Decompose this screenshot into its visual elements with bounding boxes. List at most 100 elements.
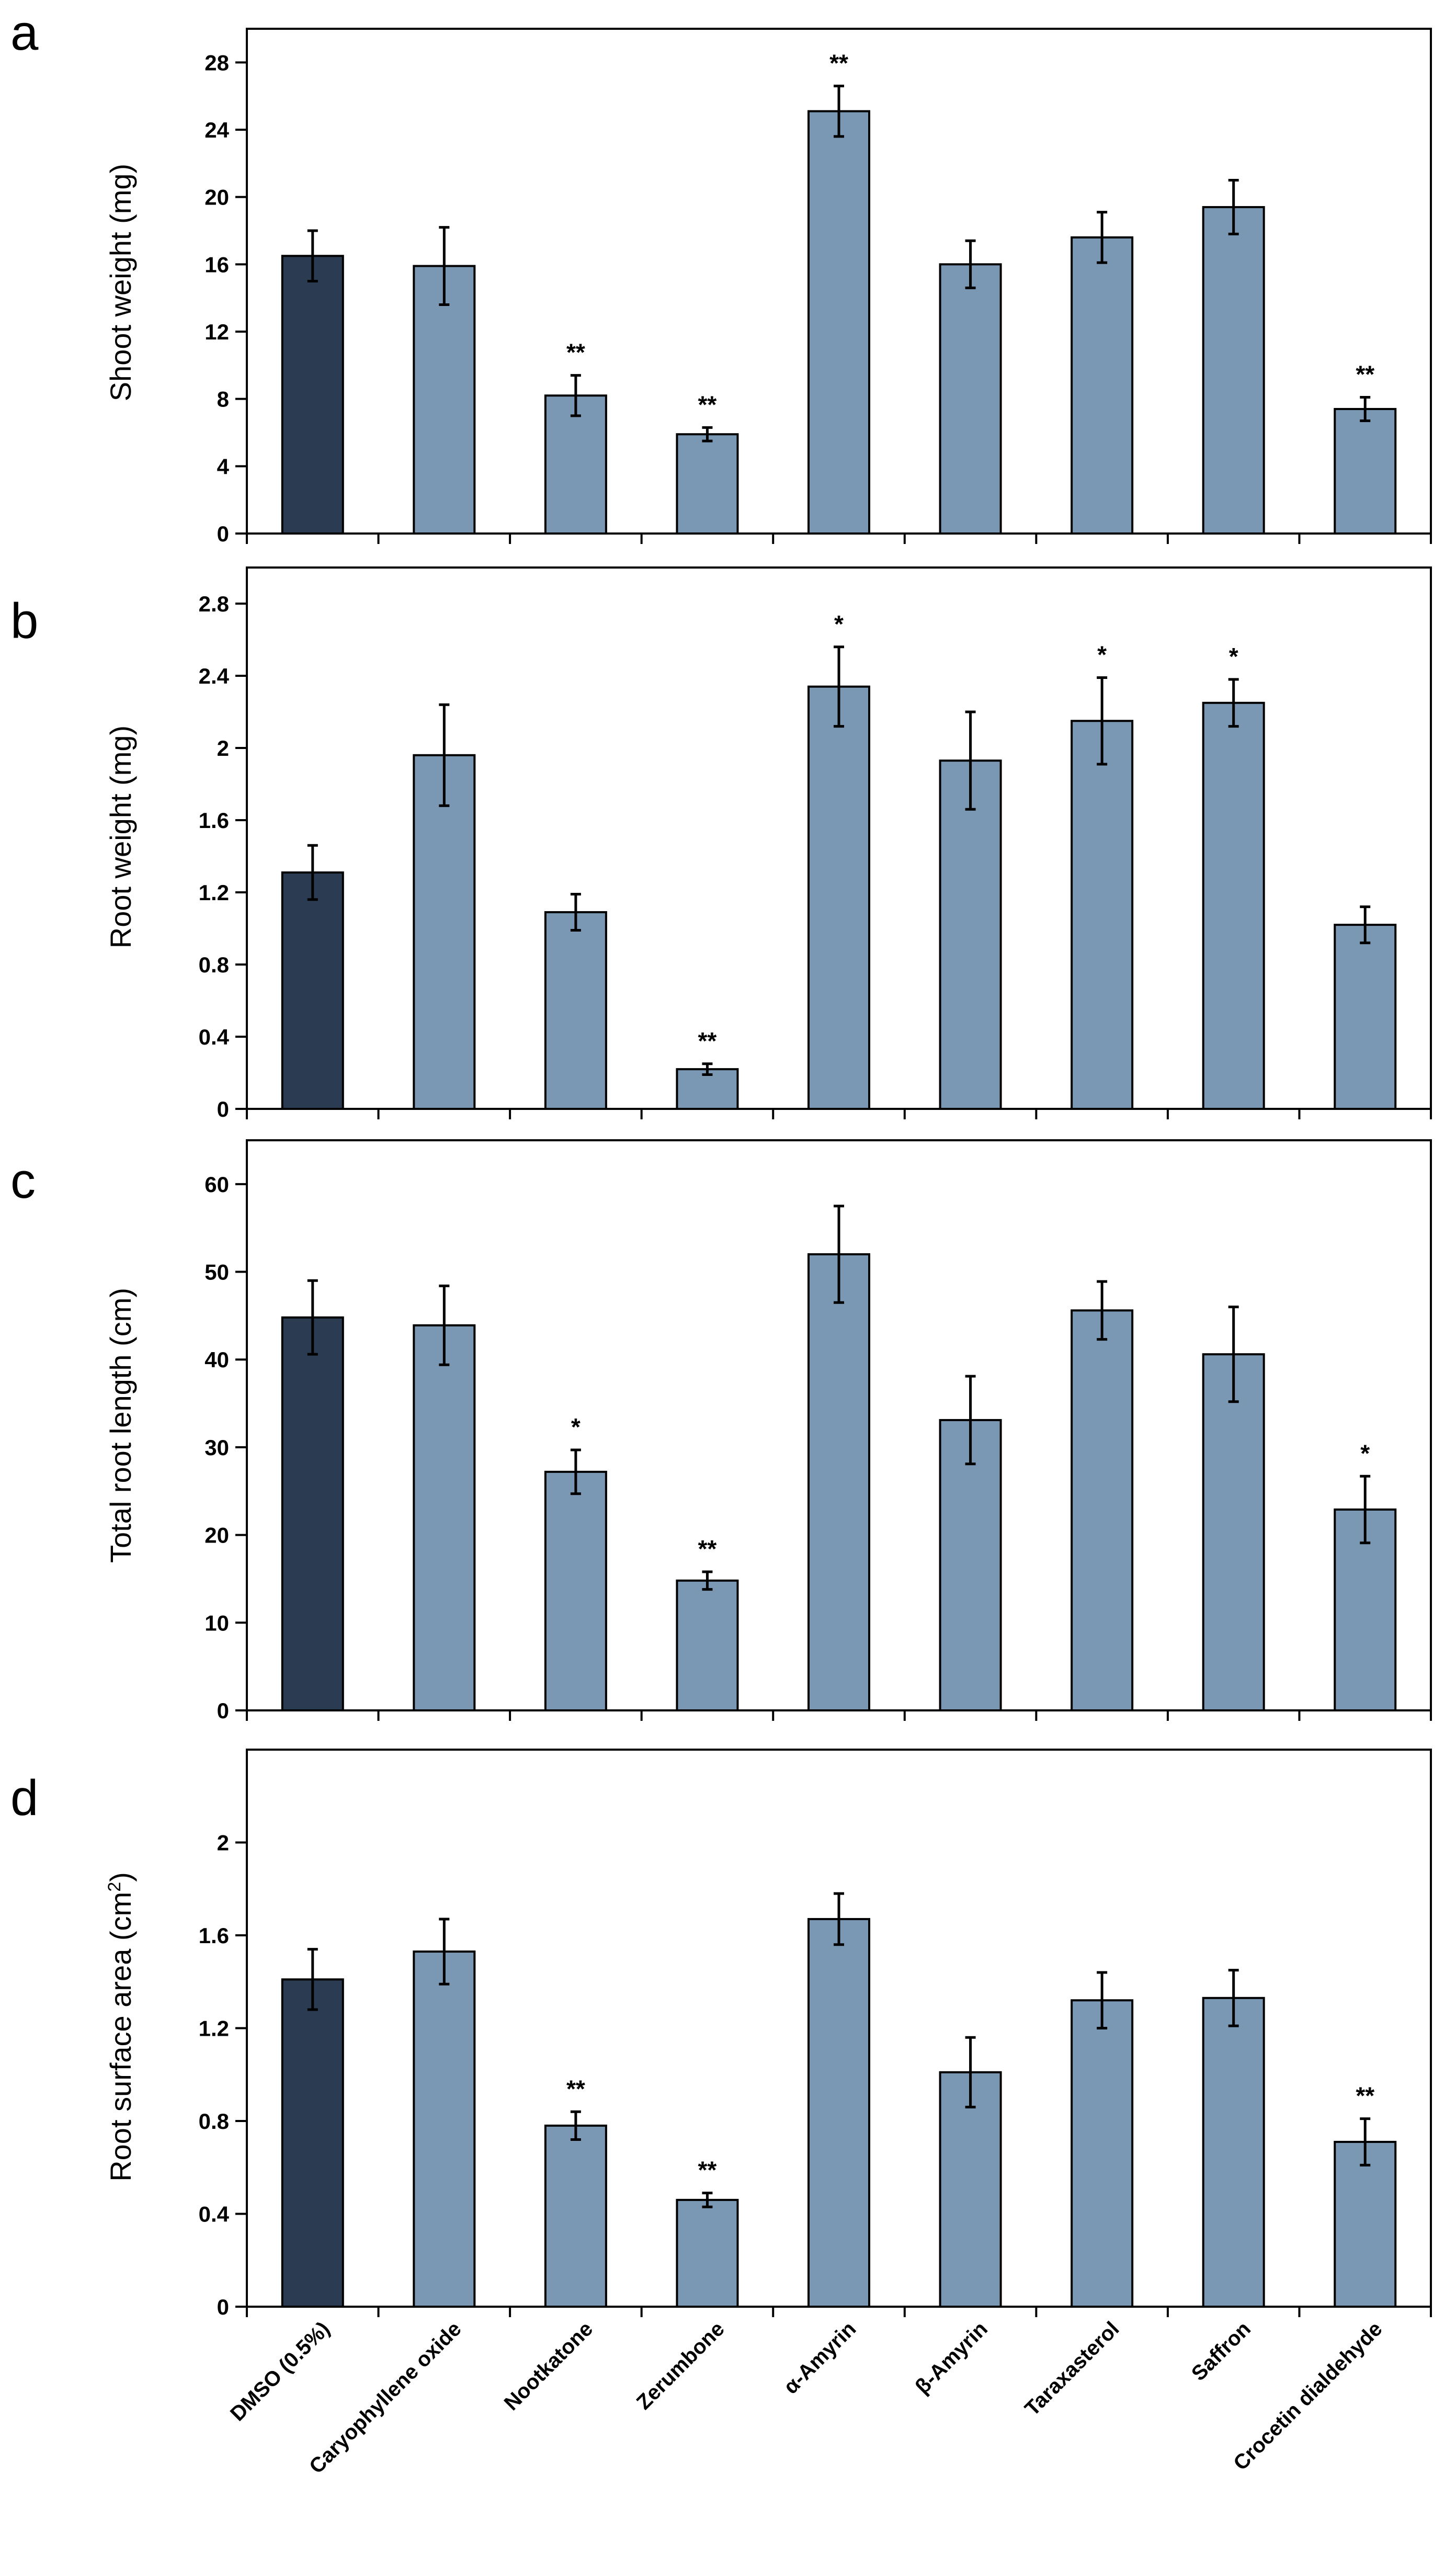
y-axis-label: Root surface area (cm2) [104,1872,137,2182]
y-tick-label: 40 [204,1347,229,1372]
error-bar-d-4 [834,1892,844,1946]
y-tick-label: 20 [204,185,229,210]
error-bar-b-7 [1228,678,1239,728]
y-tick-label: 0.8 [199,2109,229,2134]
error-bar-d-5 [965,2036,976,2108]
panel-letter-a: a [10,5,39,61]
bar-a-8 [1334,407,1397,535]
error-bar-d-6 [1097,1971,1108,2029]
error-bar-c-4 [834,1205,844,1304]
error-bar-b-0 [307,844,318,901]
y-tick-label: 0.8 [199,952,229,977]
significance-mark: * [571,1413,581,1441]
y-tick-label: 0 [217,1698,229,1723]
y-tick-label: 4 [217,454,230,479]
error-bar-c-1 [439,1284,450,1366]
error-bar-a-1 [439,226,450,307]
panel-letter-b: b [10,593,38,649]
error-bar-b-3 [702,1062,713,1076]
bar-a-3 [676,433,739,535]
bar-a-5 [939,263,1002,535]
error-bar-a-4 [834,84,844,138]
category-label: Taraxasterol [1020,2317,1123,2420]
panel-a: 0 4 8 12 16 20 24 28 Shoot weight (mg) ** ** ** ** [104,28,1432,546]
bar-d-8 [1334,2140,1397,2308]
bar-b-2 [544,911,607,1110]
y-tick-label: 2.8 [199,592,229,616]
category-labels: DMSO (0.5%)Caryophyllene oxide Nootkatone… [226,2317,1387,2478]
y-tick-label: 60 [204,1172,229,1197]
y-tick-label: 30 [204,1435,229,1460]
error-bar-d-8 [1360,2117,1371,2167]
category-label: α-Amyrin [779,2317,860,2398]
error-bar-d-7 [1228,1969,1239,2027]
error-bar-c-7 [1228,1306,1239,1403]
error-bar-a-8 [1360,395,1371,422]
bar-c-6 [1071,1309,1134,1711]
bar-a-4 [807,110,870,535]
panel-letter-c: c [10,1153,36,1209]
bar-a-6 [1071,236,1134,535]
significance-mark: * [834,610,844,638]
y-tick-label: 2.4 [199,664,230,688]
significance-mark: ** [698,391,717,418]
significance-mark: * [1360,1439,1370,1467]
error-bar-b-6 [1097,676,1108,766]
bar-d-1 [413,1950,476,2308]
bar-b-4 [807,685,870,1110]
bar-b-6 [1071,720,1134,1110]
y-tick-label: 0 [217,2295,229,2319]
panel-d: 0 0.4 0.8 1.2 1.6 2 Root surface area (cm2) ** *… [104,1749,1432,2319]
error-bar-d-0 [307,1948,318,2011]
bar-b-8 [1334,924,1397,1110]
significance-mark: ** [1356,360,1374,388]
significance-mark: ** [566,2075,585,2102]
y-tick-label: 1.6 [199,1923,229,1948]
error-bar-c-0 [307,1279,318,1356]
bar-a-0 [281,255,344,535]
significance-mark: * [1097,641,1107,668]
y-tick-label: 1.2 [199,2016,229,2041]
error-bar-a-3 [702,426,713,443]
y-tick-label: 24 [204,118,229,142]
category-label: Crocetin dialdehyde [1229,2317,1386,2475]
y-tick-label: 2 [217,736,229,761]
error-bar-a-2 [570,374,581,417]
significance-mark: ** [698,1535,717,1562]
error-bar-d-2 [570,2110,581,2141]
error-bar-d-3 [702,2192,713,2208]
y-tick-label: 8 [217,387,229,412]
bar-d-7 [1202,1997,1265,2308]
bar-d-5 [939,2071,1002,2308]
significance-mark: ** [566,339,585,366]
bar-c-2 [544,1470,607,1712]
bar-c-3 [676,1579,739,1712]
y-tick-label: 12 [204,320,229,344]
category-label: DMSO (0.5%) [226,2317,334,2425]
error-bar-c-8 [1360,1475,1371,1545]
y-tick-label: 0.4 [199,2202,230,2227]
bar-b-5 [939,759,1002,1110]
bar-a-1 [413,265,476,535]
panel-letter-d: d [10,1770,38,1826]
category-label: Nootkatone [500,2317,598,2415]
error-bar-c-2 [570,1448,581,1495]
y-axis-label: Root weight (mg) [104,725,137,948]
y-tick-label: 50 [204,1260,229,1285]
y-axis-label: Shoot weight (mg) [104,164,137,401]
category-label: Caryophyllene oxide [305,2317,466,2478]
significance-mark: ** [698,2157,717,2184]
significance-mark: ** [698,1027,717,1054]
error-bar-a-6 [1097,211,1108,264]
error-bar-a-7 [1228,179,1239,235]
bar-d-4 [807,1918,870,2308]
category-label: Saffron [1187,2317,1255,2385]
error-bar-a-5 [965,239,976,289]
bar-b-0 [281,871,344,1110]
bar-d-0 [281,1978,344,2308]
bar-d-6 [1071,1999,1134,2308]
